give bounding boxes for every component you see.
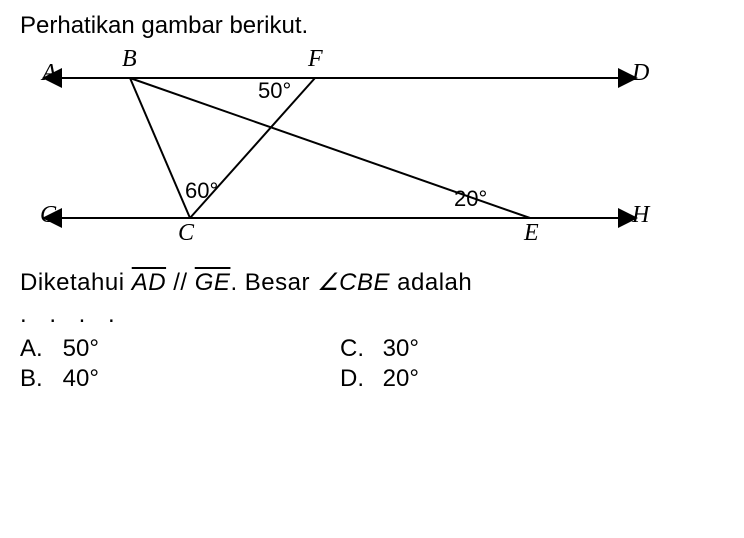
segment-ad-text: AD: [132, 269, 166, 296]
question-intro: Perhatikan gambar berikut.: [20, 12, 724, 40]
geometry-diagram: A B F D G C E H 50° 60° 20°: [40, 48, 660, 258]
segment-bc: [130, 78, 190, 218]
point-label-a: A: [42, 60, 57, 87]
parallel-symbol: //: [166, 269, 195, 296]
point-label-e: E: [524, 220, 539, 247]
point-label-f: F: [308, 46, 323, 73]
option-d-label: D.: [340, 365, 376, 393]
given-prefix: Diketahui: [20, 269, 132, 296]
option-d: D. 20°: [340, 365, 660, 393]
segment-ge-text: GE: [195, 269, 231, 296]
answer-options: A. 50° B. 40° C. 30° D. 20°: [20, 335, 724, 395]
option-d-value: 20°: [383, 365, 419, 392]
answer-dots: . . . .: [20, 301, 724, 329]
options-column-left: A. 50° B. 40°: [20, 335, 340, 395]
point-label-g: G: [40, 202, 57, 229]
point-label-h: H: [632, 202, 649, 229]
options-column-right: C. 30° D. 20°: [340, 335, 660, 395]
option-c-value: 30°: [383, 335, 419, 362]
option-c-label: C.: [340, 335, 376, 363]
option-a-value: 50°: [63, 335, 99, 362]
given-statement: Diketahui AD // GE. Besar ∠CBE adalah: [20, 268, 724, 297]
point-label-b: B: [122, 46, 137, 73]
option-b: B. 40°: [20, 365, 340, 393]
option-a: A. 50°: [20, 335, 340, 363]
angle-at-c: 60°: [185, 178, 218, 204]
given-suffix2: adalah: [390, 269, 472, 296]
angle-at-e: 20°: [454, 186, 487, 212]
option-a-label: A.: [20, 335, 56, 363]
point-label-c: C: [178, 220, 194, 247]
point-label-d: D: [632, 60, 649, 87]
option-b-value: 40°: [63, 365, 99, 392]
option-c: C. 30°: [340, 335, 660, 363]
option-b-label: B.: [20, 365, 56, 393]
angle-at-f: 50°: [258, 78, 291, 104]
given-suffix1: . Besar: [230, 269, 317, 296]
angle-cbe-text: ∠CBE: [317, 269, 390, 296]
